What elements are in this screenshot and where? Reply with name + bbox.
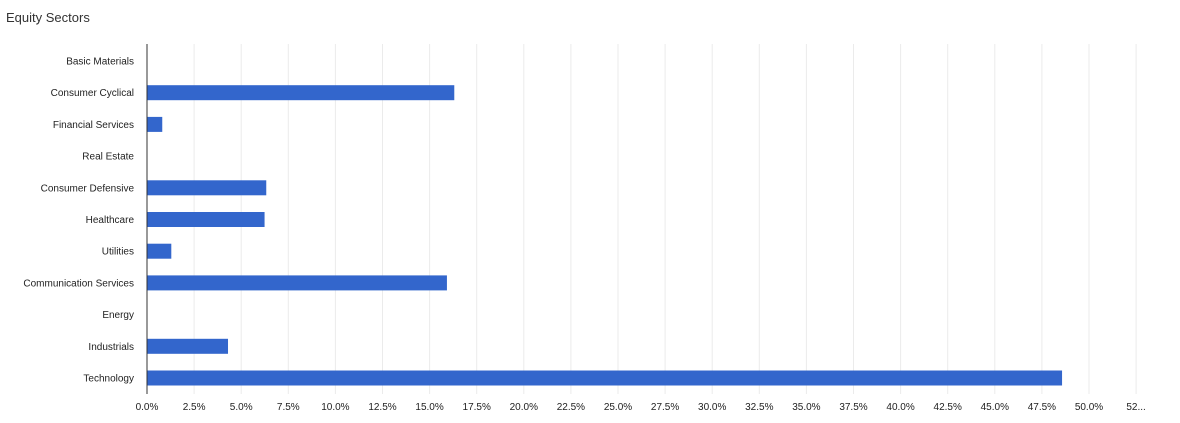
x-tick-label: 5.0% — [230, 402, 253, 413]
y-category-label: Utilities — [102, 247, 134, 258]
x-tick-label: 42.5% — [934, 402, 962, 413]
x-tick-label: 50.0% — [1075, 402, 1103, 413]
x-tick-label: 47.5% — [1028, 402, 1056, 413]
bar — [147, 180, 267, 196]
bar — [147, 116, 163, 132]
y-category-label: Technology — [83, 374, 134, 385]
bar — [147, 275, 447, 291]
x-tick-label: 52... — [1126, 402, 1145, 413]
chart-title: Equity Sectors — [6, 10, 90, 25]
y-category-label: Industrials — [88, 342, 134, 353]
bar — [147, 212, 265, 227]
bar — [147, 243, 172, 259]
x-tick-label: 17.5% — [463, 402, 491, 413]
y-category-label: Financial Services — [53, 120, 134, 131]
bar — [147, 370, 1063, 386]
x-tick-label: 30.0% — [698, 402, 726, 413]
bar — [147, 338, 229, 354]
x-tick-label: 37.5% — [839, 402, 867, 413]
y-category-label: Communication Services — [23, 278, 134, 289]
x-tick-label: 40.0% — [886, 402, 914, 413]
x-tick-label: 10.0% — [321, 402, 349, 413]
x-tick-label: 45.0% — [981, 402, 1009, 413]
x-tick-label: 35.0% — [792, 402, 820, 413]
x-tick-label: 15.0% — [415, 402, 443, 413]
x-tick-label: 7.5% — [277, 402, 300, 413]
y-category-label: Real Estate — [82, 152, 134, 163]
y-category-label: Healthcare — [86, 215, 135, 226]
y-category-label: Basic Materials — [66, 57, 134, 68]
x-tick-label: 2.5% — [183, 402, 206, 413]
y-category-label: Consumer Cyclical — [51, 88, 134, 99]
x-tick-label: 32.5% — [745, 402, 773, 413]
x-tick-label: 22.5% — [557, 402, 585, 413]
y-category-label: Energy — [102, 310, 134, 321]
x-tick-label: 20.0% — [510, 402, 538, 413]
bar — [147, 85, 455, 101]
x-tick-label: 0.0% — [136, 402, 159, 413]
y-category-label: Consumer Defensive — [41, 183, 135, 194]
x-tick-label: 25.0% — [604, 402, 632, 413]
x-tick-label: 27.5% — [651, 402, 679, 413]
x-tick-label: 12.5% — [368, 402, 396, 413]
